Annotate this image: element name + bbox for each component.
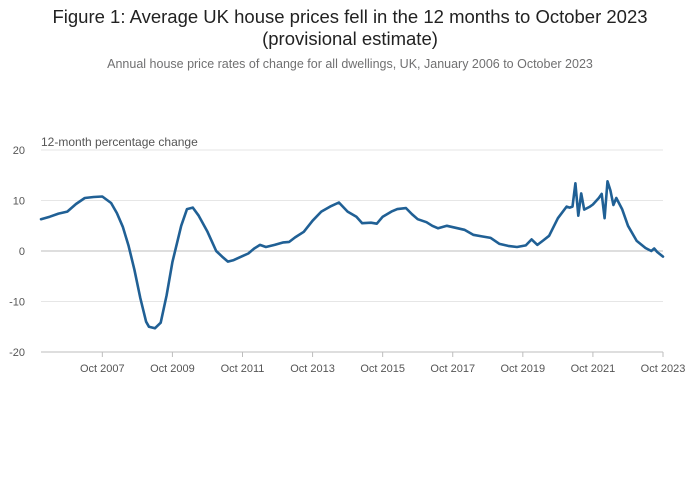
x-tick-label: Oct 2009 [150,363,195,375]
x-tick-label: Oct 2011 [221,363,265,375]
x-tick-label: Oct 2017 [430,363,475,375]
y-tick-label: -10 [9,297,25,309]
chart-title-line1: Figure 1: Average UK house prices fell i… [52,6,648,27]
y-tick-label: 10 [13,196,25,208]
y-tick-label: 0 [19,246,25,258]
x-tick-label: Oct 2007 [80,363,125,375]
y-tick-label: 20 [13,145,25,157]
x-tick-label: Oct 2023 [641,363,686,375]
y-tick-label: -20 [9,347,25,359]
x-tick-label: Oct 2019 [501,363,546,375]
chart-subtitle: Annual house price rates of change for a… [107,57,593,71]
y-axis-label: 12-month percentage change [41,135,198,149]
chart-title-line2: (provisional estimate) [262,28,438,49]
x-tick-label: Oct 2021 [571,363,616,375]
x-tick-label: Oct 2013 [290,363,335,375]
chart-title: Figure 1: Average UK house prices fell i… [0,6,700,50]
x-tick-label: Oct 2015 [360,363,405,375]
series-line-0 [39,180,665,330]
